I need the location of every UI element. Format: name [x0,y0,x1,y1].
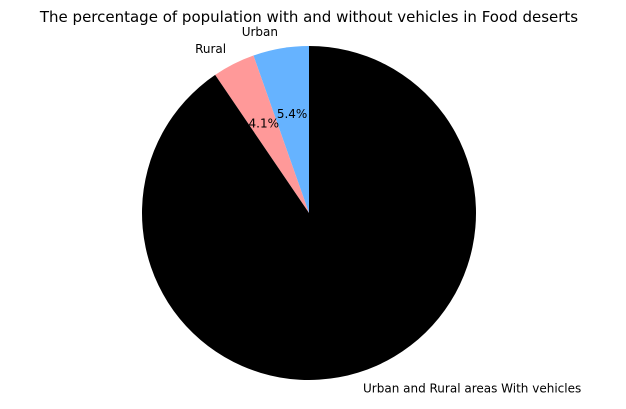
pie-slices [142,46,477,381]
pie-slice-urban-and-rural-areas-with-vehicles [142,46,477,381]
slice-percent-urban: 5.4% [277,107,308,121]
pie-slice-urban [253,46,309,213]
slice-label-urban-and-rural-areas-with-vehicles: Urban and Rural areas With vehicles [363,382,581,396]
slice-label-urban: Urban [242,25,278,39]
slice-label-rural: Rural [195,42,226,56]
slice-percent-rural: 4.1% [249,117,280,131]
pie-slice-rural [215,55,309,213]
pie-labels: Urban 5.4% Rural 4.1% Urban and Rural areas … [195,25,581,396]
chart-title: The percentage of population with and wi… [39,8,578,26]
